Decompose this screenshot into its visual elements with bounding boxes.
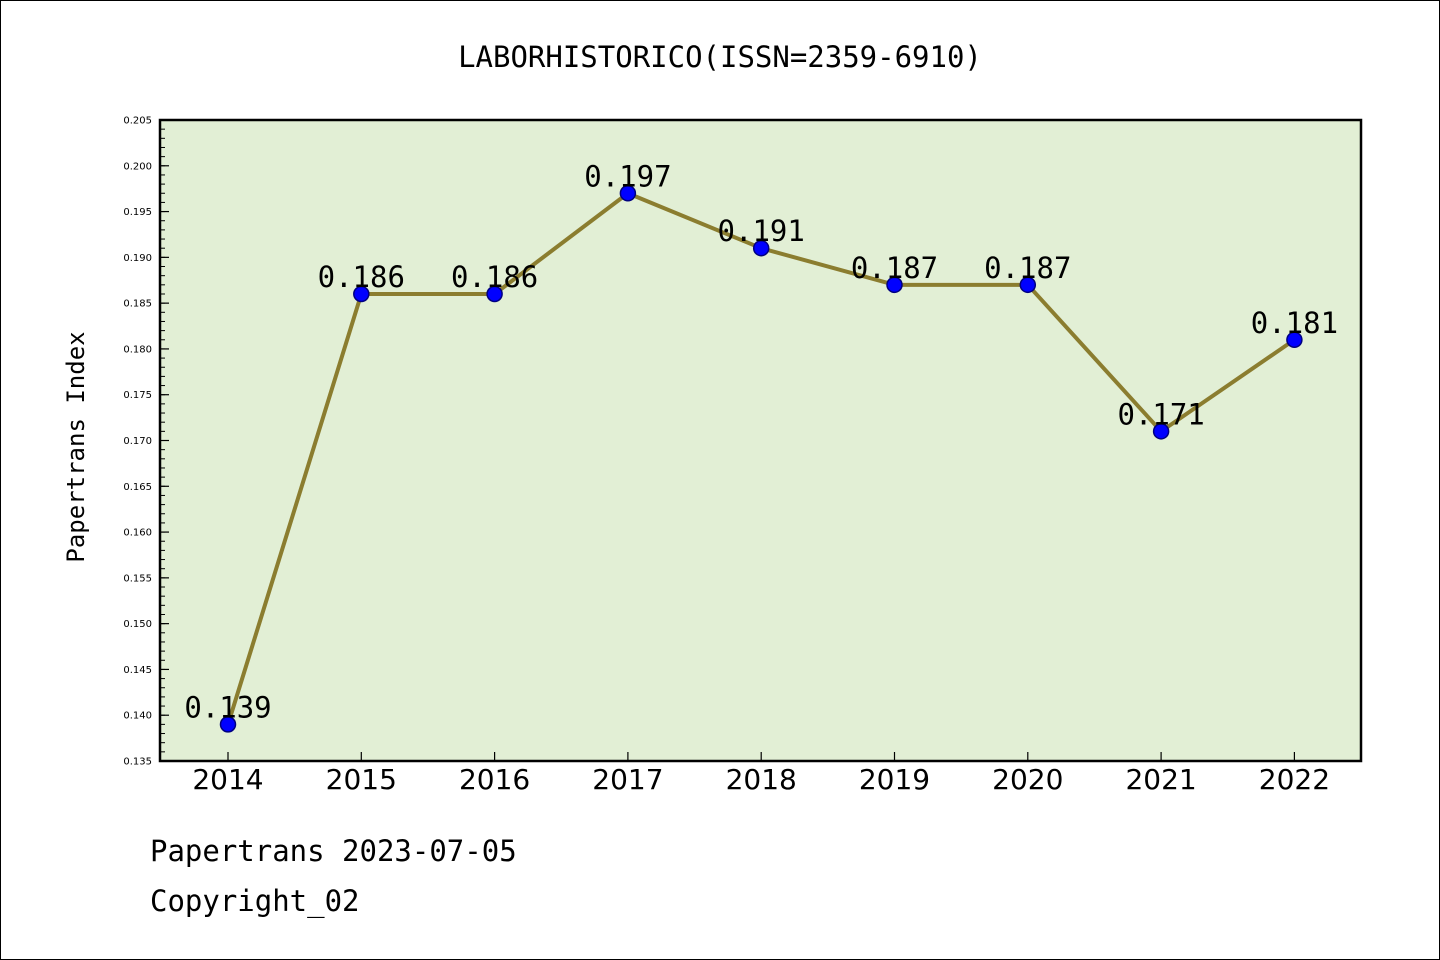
chart-title: LABORHISTORICO(ISSN=2359-6910) — [458, 40, 982, 74]
data-label: 0.186 — [318, 260, 405, 294]
y-tick-label: 0.145 — [123, 665, 152, 676]
data-point — [486, 285, 503, 303]
y-tick-label: 0.150 — [123, 619, 152, 630]
y-tick-label: 0.190 — [123, 253, 152, 264]
y-tick-label: 0.205 — [123, 116, 152, 127]
data-label: 0.187 — [851, 251, 938, 285]
x-tick-label: 2022 — [1259, 763, 1330, 796]
x-tick-label: 2020 — [992, 763, 1063, 796]
x-tick-label: 2016 — [459, 763, 530, 796]
y-tick-label: 0.175 — [123, 390, 152, 401]
x-tick-label: 2014 — [192, 763, 263, 796]
x-tick-label: 2019 — [859, 763, 930, 796]
plot-area — [160, 120, 1361, 761]
data-label: 0.181 — [1251, 306, 1338, 340]
data-point — [1152, 423, 1170, 440]
x-tick-label: 2018 — [726, 763, 797, 796]
data-label: 0.139 — [184, 690, 271, 724]
data-point — [353, 285, 370, 303]
y-tick-label: 0.170 — [123, 436, 152, 447]
data-point — [619, 185, 637, 202]
plot-border — [158, 118, 1363, 763]
y-tick-label: 0.165 — [123, 482, 152, 493]
x-tick-label: 2021 — [1125, 763, 1196, 796]
data-point — [1286, 331, 1303, 349]
data-point — [1019, 276, 1037, 294]
y-tick-label: 0.180 — [123, 344, 152, 355]
y-axis-label: Papertrans Index — [62, 331, 90, 562]
footer-copyright: Copyright_02 — [150, 884, 360, 918]
y-tick-label: 0.155 — [123, 573, 152, 584]
data-label: 0.191 — [718, 214, 805, 248]
data-point — [752, 239, 770, 257]
data-labels: 0.139 0.186 0.186 0.197 0.191 0.187 0.187 0.171… — [184, 159, 1338, 724]
data-label: 0.171 — [1117, 397, 1204, 431]
data-point — [886, 276, 903, 294]
y-tick-label: 0.140 — [123, 711, 152, 722]
y-tick-label: 0.195 — [123, 207, 152, 218]
data-point — [219, 716, 237, 733]
x-axis-ticks: 2014 2015 2016 2017 2018 2019 2020 2021 2022 — [192, 752, 1330, 796]
y-tick-label: 0.160 — [123, 528, 152, 539]
y-tick-label: 0.185 — [123, 299, 152, 310]
data-label: 0.187 — [984, 251, 1071, 285]
y-tick-label: 0.200 — [123, 161, 152, 172]
data-label: 0.186 — [451, 260, 538, 294]
footer-date: Papertrans 2023-07-05 — [150, 834, 517, 868]
data-points — [219, 185, 1303, 733]
x-tick-label: 2017 — [592, 763, 663, 796]
data-label: 0.197 — [584, 159, 671, 193]
x-tick-label: 2015 — [326, 763, 397, 796]
y-tick-label: 0.135 — [123, 757, 152, 768]
y-axis-ticks: 0.135 0.140 0.145 0.150 0.155 0.160 0.165 0.170… — [123, 116, 169, 768]
